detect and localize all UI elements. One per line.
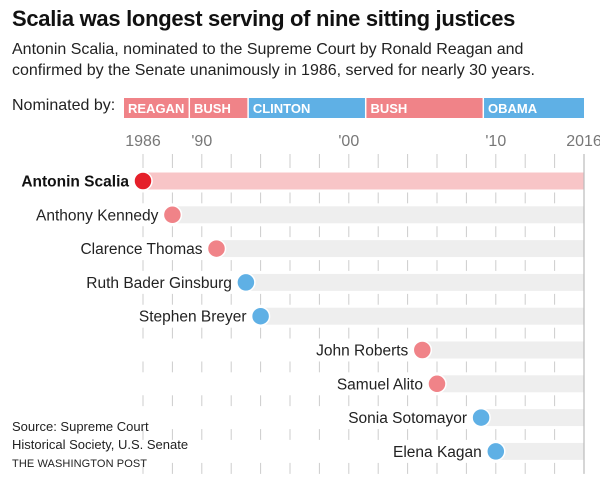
justice-name: Elena Kagan: [393, 444, 482, 461]
president-bar-reagan: [124, 98, 189, 118]
president-bar-bush: [366, 98, 483, 118]
tenure-bar: [495, 442, 584, 460]
chart-subtitle: Antonin Scalia, nominated to the Supreme…: [12, 41, 535, 79]
appointment-dot: [486, 441, 506, 462]
tenure-bar: [172, 206, 584, 224]
president-label: OBAMA: [488, 101, 538, 116]
tenure-bar: [422, 341, 584, 359]
tenure-bar: [481, 409, 584, 427]
justice-name: Antonin Scalia: [21, 174, 129, 191]
justice-name: John Roberts: [316, 343, 408, 360]
appointment-dot: [250, 306, 271, 326]
tenure-bar: [216, 240, 584, 258]
tick-label-2010: '10: [485, 133, 506, 150]
footer: Source: Supreme Court Historical Society…: [12, 418, 202, 473]
justice-name: Clarence Thomas: [80, 241, 202, 258]
president-bar-bush: [190, 98, 248, 118]
tenure-bar: [143, 172, 584, 190]
tenure-bar: [260, 307, 584, 325]
appointment-dot: [206, 238, 227, 259]
president-bar-obama: [484, 98, 584, 118]
tenure-bar: [245, 273, 584, 291]
justice-name: Sonia Sotomayor: [348, 410, 467, 427]
appointment-dot: [236, 272, 256, 293]
publisher-credit: THE WASHINGTON POST: [12, 458, 148, 470]
tick-label-2016: 2016: [566, 133, 600, 150]
source-note: Source: Supreme Court Historical Society…: [12, 419, 189, 452]
president-label: BUSH: [370, 101, 407, 116]
justice-name: Stephen Breyer: [139, 309, 247, 326]
appointment-dot: [162, 205, 183, 225]
justice-name: Samuel Alito: [337, 376, 423, 393]
justice-name: Anthony Kennedy: [36, 207, 159, 224]
tenure-bar: [437, 375, 584, 393]
chart-title: Scalia was longest serving of nine sitti…: [12, 6, 516, 31]
tick-label-2000: '00: [338, 133, 359, 150]
nominated-by-label: Nominated by:: [12, 97, 116, 114]
president-label: CLINTON: [253, 101, 311, 116]
president-label: BUSH: [194, 101, 231, 116]
appointment-dot: [412, 340, 433, 360]
appointment-dot: [427, 374, 447, 394]
president-bar-clinton: [248, 98, 365, 118]
tick-label-1990: '90: [191, 133, 212, 150]
president-label: REAGAN: [128, 101, 184, 116]
appointment-dot: [471, 407, 491, 428]
justice-name: Ruth Bader Ginsburg: [86, 275, 232, 292]
appointment-dot: [133, 171, 153, 191]
tick-label-1986: 1986: [125, 133, 161, 150]
